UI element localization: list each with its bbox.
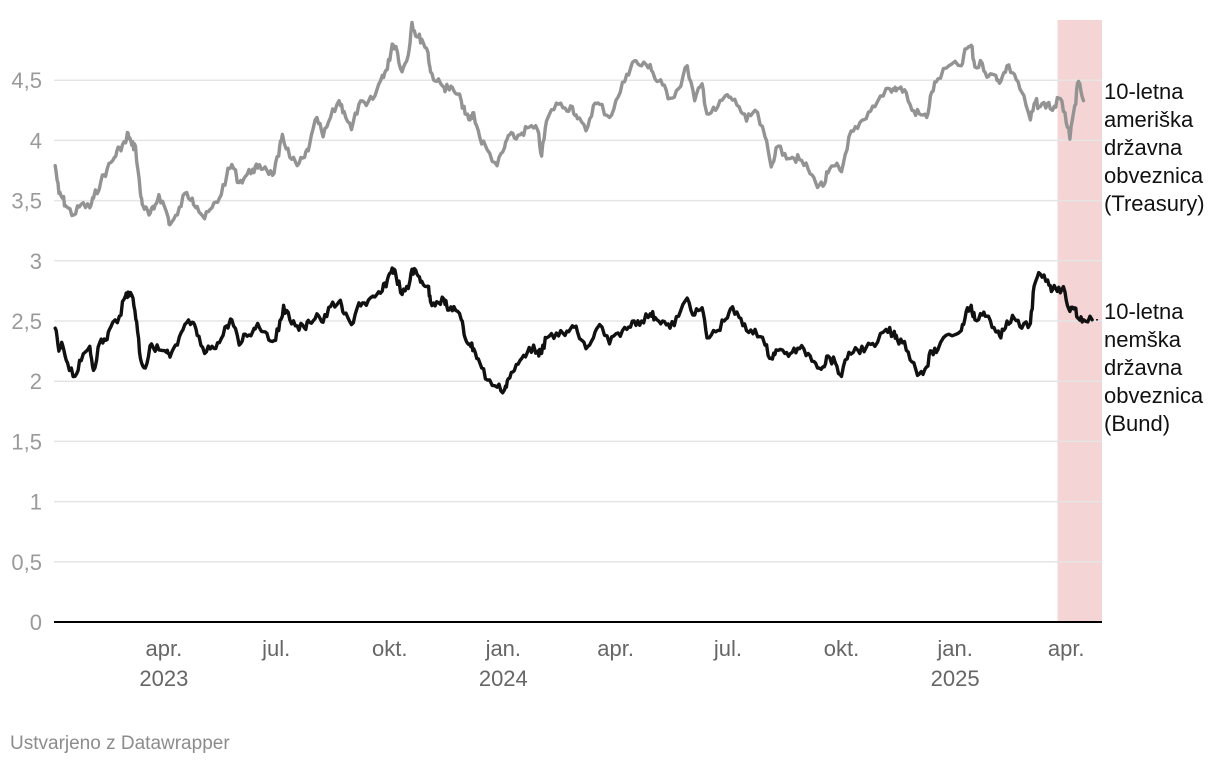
series-labels: 10-letna ameriška državna obveznica (Treasur… bbox=[1104, 79, 1205, 436]
treasury-label-line: (Treasury) bbox=[1104, 191, 1205, 216]
y-tick-label: 1 bbox=[30, 490, 42, 515]
bund-label-line: (Bund) bbox=[1104, 411, 1170, 436]
x-tick-label: apr. bbox=[146, 636, 183, 661]
x-tick-label: okt. bbox=[824, 636, 859, 661]
credit-note: Ustvarjeno z Datawrapper bbox=[10, 733, 230, 754]
x-axis: apr. 2023 jul. okt. jan. 2024 apr. jul. okt. jan.… bbox=[139, 636, 1084, 691]
y-tick-label: 4 bbox=[30, 128, 42, 153]
y-axis: 0 0,5 1 1,5 2 2,5 3 3,5 4 4,5 bbox=[11, 68, 42, 635]
x-tick-label: jan. bbox=[936, 636, 972, 661]
bund-label-line: državna bbox=[1104, 355, 1183, 380]
x-tick-label: jul. bbox=[713, 636, 742, 661]
grid-lines bbox=[54, 79, 1102, 563]
treasury-label-line: državna bbox=[1104, 135, 1183, 160]
x-tick-year: 2024 bbox=[479, 666, 528, 691]
series-line-bund bbox=[53, 266, 1094, 395]
y-tick-label: 2,5 bbox=[11, 309, 42, 334]
series-lines bbox=[53, 20, 1098, 395]
y-tick-label: 0 bbox=[30, 610, 42, 635]
y-tick-label: 0,5 bbox=[11, 550, 42, 575]
x-tick-year: 2025 bbox=[931, 666, 980, 691]
x-tick-year: 2023 bbox=[139, 666, 188, 691]
treasury-label-line: obveznica bbox=[1104, 163, 1204, 188]
bund-label-line: 10-letna bbox=[1104, 299, 1184, 324]
y-tick-label: 1,5 bbox=[11, 429, 42, 454]
treasury-label-line: ameriška bbox=[1104, 107, 1194, 132]
bund-label-line: nemška bbox=[1104, 327, 1182, 352]
series-line-treasury bbox=[53, 20, 1086, 227]
bund-label-line: obveznica bbox=[1104, 383, 1204, 408]
treasury-label-line: 10-letna bbox=[1104, 79, 1184, 104]
x-tick-label: apr. bbox=[597, 636, 634, 661]
y-tick-label: 2 bbox=[30, 369, 42, 394]
x-tick-label: apr. bbox=[1048, 636, 1085, 661]
y-tick-label: 3 bbox=[30, 249, 42, 274]
x-tick-label: okt. bbox=[372, 636, 407, 661]
x-tick-label: jan. bbox=[485, 636, 521, 661]
x-tick-label: jul. bbox=[261, 636, 290, 661]
y-tick-label: 4,5 bbox=[11, 68, 42, 93]
y-tick-label: 3,5 bbox=[11, 189, 42, 214]
